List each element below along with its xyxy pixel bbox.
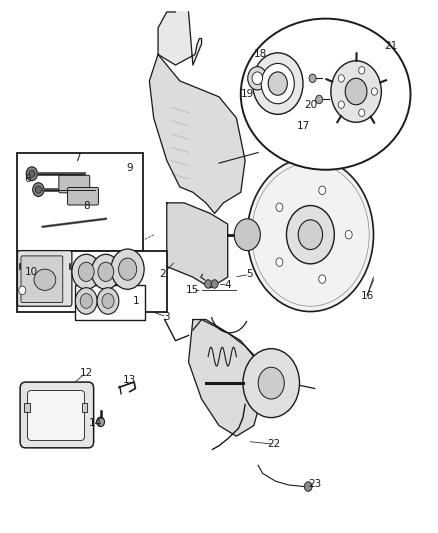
Circle shape xyxy=(371,88,378,95)
Circle shape xyxy=(33,183,44,197)
Circle shape xyxy=(286,206,334,264)
Circle shape xyxy=(78,262,94,281)
Polygon shape xyxy=(188,319,262,436)
Text: 19: 19 xyxy=(240,89,254,99)
Text: 6: 6 xyxy=(24,174,31,184)
Polygon shape xyxy=(158,12,201,65)
Circle shape xyxy=(111,249,144,289)
FancyBboxPatch shape xyxy=(18,251,72,306)
Text: 8: 8 xyxy=(83,200,89,211)
Bar xyxy=(82,403,87,413)
Circle shape xyxy=(247,158,374,312)
Text: 16: 16 xyxy=(360,290,374,301)
Text: 3: 3 xyxy=(163,312,170,322)
Circle shape xyxy=(276,258,283,266)
Text: 2: 2 xyxy=(159,270,166,279)
FancyBboxPatch shape xyxy=(28,391,85,440)
Circle shape xyxy=(258,367,284,399)
Circle shape xyxy=(205,280,212,288)
Circle shape xyxy=(97,417,105,426)
Circle shape xyxy=(298,220,322,249)
Bar xyxy=(25,403,30,413)
Bar xyxy=(17,152,143,251)
Circle shape xyxy=(243,349,300,418)
Circle shape xyxy=(338,101,344,108)
Circle shape xyxy=(359,109,365,116)
Circle shape xyxy=(26,167,38,181)
Circle shape xyxy=(252,72,262,85)
Circle shape xyxy=(35,186,42,193)
Circle shape xyxy=(19,286,26,295)
Ellipse shape xyxy=(34,269,56,290)
Circle shape xyxy=(119,258,137,280)
Circle shape xyxy=(345,78,367,105)
Circle shape xyxy=(338,75,344,82)
Circle shape xyxy=(345,230,352,239)
FancyBboxPatch shape xyxy=(67,188,99,205)
Text: 22: 22 xyxy=(267,439,280,449)
FancyBboxPatch shape xyxy=(59,175,90,193)
Polygon shape xyxy=(149,54,245,214)
Ellipse shape xyxy=(241,19,410,169)
Circle shape xyxy=(80,294,92,309)
Circle shape xyxy=(276,203,283,212)
Bar xyxy=(75,285,145,319)
Circle shape xyxy=(211,280,218,288)
Circle shape xyxy=(102,294,114,309)
Text: 18: 18 xyxy=(254,50,267,59)
Circle shape xyxy=(253,53,303,114)
Circle shape xyxy=(234,219,260,251)
Text: 7: 7 xyxy=(74,153,81,163)
Circle shape xyxy=(98,262,114,281)
Polygon shape xyxy=(167,203,228,288)
Text: 9: 9 xyxy=(127,164,133,173)
Text: 15: 15 xyxy=(186,285,200,295)
Circle shape xyxy=(72,254,101,289)
Circle shape xyxy=(309,74,316,83)
Text: 4: 4 xyxy=(224,280,231,290)
Bar xyxy=(17,251,167,312)
Text: 12: 12 xyxy=(80,368,93,377)
Circle shape xyxy=(359,67,365,74)
FancyBboxPatch shape xyxy=(21,256,63,303)
Text: 1: 1 xyxy=(133,296,140,306)
Circle shape xyxy=(331,61,381,122)
Text: 17: 17 xyxy=(297,121,311,131)
Circle shape xyxy=(319,275,326,284)
Circle shape xyxy=(316,95,322,104)
Text: 13: 13 xyxy=(123,375,136,385)
FancyBboxPatch shape xyxy=(20,382,94,448)
Circle shape xyxy=(75,288,97,314)
Circle shape xyxy=(304,482,312,491)
Circle shape xyxy=(248,67,267,90)
Text: 10: 10 xyxy=(25,267,39,277)
Circle shape xyxy=(261,63,294,104)
Circle shape xyxy=(319,186,326,195)
Circle shape xyxy=(97,288,119,314)
Circle shape xyxy=(92,254,120,289)
Text: 23: 23 xyxy=(308,479,321,489)
Text: 21: 21 xyxy=(384,42,398,52)
Text: 5: 5 xyxy=(246,270,253,279)
Text: 20: 20 xyxy=(304,100,317,110)
Circle shape xyxy=(29,170,35,177)
Text: 14: 14 xyxy=(88,418,102,428)
Circle shape xyxy=(268,72,287,95)
